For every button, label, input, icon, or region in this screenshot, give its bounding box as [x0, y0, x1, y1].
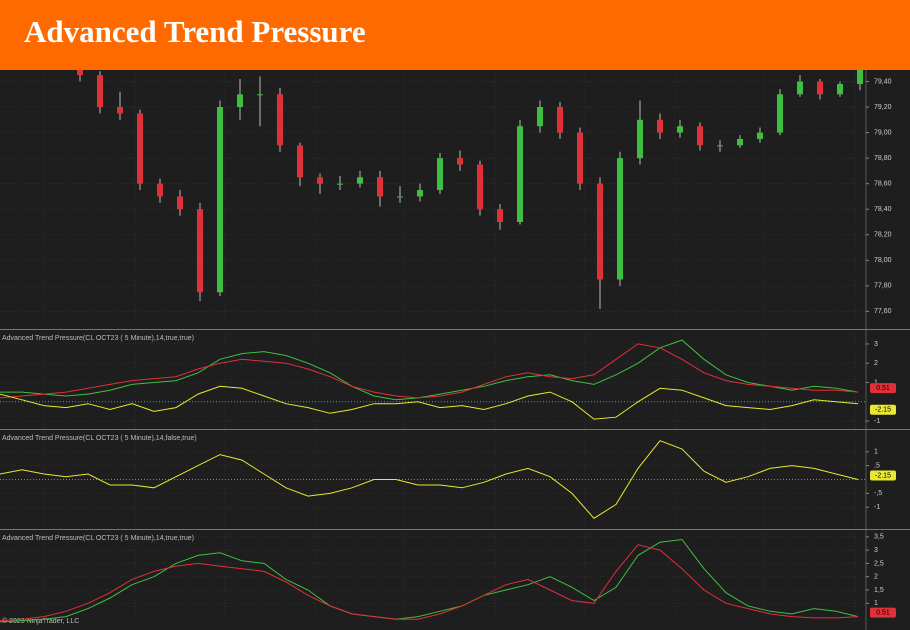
candle-body — [97, 75, 103, 108]
candle-body — [177, 196, 183, 210]
value-badge — [870, 607, 896, 618]
candle-body — [117, 107, 123, 114]
panel-title: Advanced Trend Pressure(CL OCT23 ( 5 Min… — [2, 535, 194, 542]
y-tick-label: 79,40 — [874, 78, 892, 85]
candle-body — [317, 177, 323, 184]
value-badge — [870, 383, 896, 394]
panel-title: Advanced Trend Pressure(CL OCT23 ( 5 Min… — [2, 335, 194, 342]
indicator-line — [0, 544, 859, 622]
value-badge — [870, 404, 896, 415]
y-tick-label: -1 — [874, 504, 880, 511]
candle-body — [397, 196, 403, 198]
value-badge-label: 0.51 — [876, 609, 890, 616]
candle-body — [617, 158, 623, 280]
y-tick-label: 3 — [874, 547, 878, 554]
candle-body — [197, 209, 203, 293]
y-tick-label: 78,60 — [874, 181, 892, 188]
y-tick-label: 77,60 — [874, 308, 892, 315]
candle-body — [757, 132, 763, 139]
candle-body — [277, 94, 283, 146]
y-tick-label: 79,00 — [874, 129, 892, 136]
candle-body — [737, 138, 743, 146]
page-title: Advanced Trend Pressure — [24, 14, 366, 49]
candle-body — [337, 183, 343, 185]
copyright: © 2023 NinjaTrader, LLC — [2, 617, 79, 625]
candle-body — [237, 94, 243, 108]
y-tick-label: 78,40 — [874, 206, 892, 213]
y-tick-label: 1,5 — [874, 587, 884, 594]
header: Advanced Trend Pressure — [0, 0, 910, 70]
candle-body — [517, 126, 523, 222]
y-tick-label: 2 — [874, 574, 878, 581]
panel — [0, 331, 866, 428]
panel — [0, 431, 866, 528]
candle-body — [577, 132, 583, 184]
candle-body — [777, 94, 783, 133]
candle-body — [597, 183, 603, 280]
candle-body — [297, 145, 303, 178]
candle-body — [817, 81, 823, 95]
candle-body — [637, 119, 643, 159]
y-tick-label: 3 — [874, 341, 878, 348]
candle-body — [797, 81, 803, 95]
candle-body — [657, 119, 663, 133]
y-tick-label: 3,5 — [874, 534, 884, 541]
y-tick-label: ,5 — [874, 462, 880, 469]
candle-body — [537, 107, 543, 127]
candle-body — [157, 183, 163, 197]
candle-body — [437, 158, 443, 191]
y-tick-label: 1 — [874, 600, 878, 607]
candle-body — [557, 107, 563, 133]
indicator-line — [0, 440, 859, 519]
candle-body — [217, 107, 223, 293]
y-tick-label: 78,00 — [874, 257, 892, 264]
y-tick-label: 78,20 — [874, 232, 892, 239]
y-tick-label: 1 — [874, 379, 878, 386]
candle-body — [857, 70, 863, 85]
candle-body — [677, 126, 683, 133]
y-tick-label: -,5 — [874, 490, 882, 497]
y-tick-label: 78,80 — [874, 155, 892, 162]
candle-body — [457, 158, 463, 165]
indicator-line — [0, 538, 859, 623]
value-badge — [870, 470, 896, 481]
panel-title: Advanced Trend Pressure(CL OCT23 ( 5 Min… — [2, 435, 197, 442]
indicator-line — [0, 385, 859, 420]
candle-body — [497, 209, 503, 222]
panel — [0, 70, 866, 328]
y-tick-label: -1 — [874, 418, 880, 425]
candle-body — [257, 94, 263, 96]
candle-body — [137, 113, 143, 184]
value-badge-label: -2.15 — [875, 407, 891, 414]
candle-body — [477, 164, 483, 210]
panel — [0, 531, 866, 628]
candle-body — [417, 190, 423, 197]
y-tick-label: 79,20 — [874, 104, 892, 111]
indicator-line — [0, 343, 859, 399]
y-tick-label: 1 — [874, 449, 878, 456]
y-tick-label: 77,80 — [874, 283, 892, 290]
value-badge-label: -2.15 — [875, 472, 891, 479]
candle-body — [357, 177, 363, 184]
candle-body — [377, 177, 383, 197]
y-tick-label: 2,5 — [874, 560, 884, 567]
value-badge-label: 0.51 — [876, 385, 890, 392]
candle-body — [77, 70, 83, 76]
candle-body — [837, 84, 843, 95]
y-tick-label: 2 — [874, 360, 878, 367]
candle-body — [717, 145, 723, 147]
indicator-line — [0, 339, 859, 401]
candle-body — [697, 126, 703, 146]
